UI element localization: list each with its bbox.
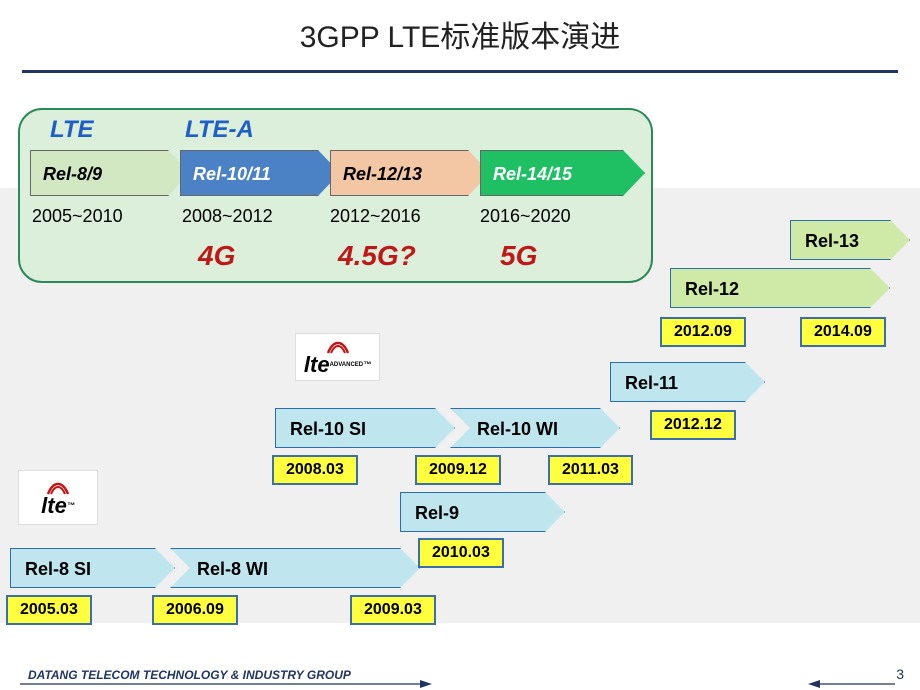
generation-label: 4.5G?	[338, 240, 416, 272]
date-2014-09: 2014.09	[800, 317, 886, 347]
page-title: 3GPP LTE标准版本演进	[0, 0, 920, 56]
page-number: 3	[896, 666, 904, 682]
date-2008-03: 2008.03	[272, 455, 358, 485]
date-2006-09: 2006.09	[152, 595, 238, 625]
chevron-rel-10-11: Rel-10/11	[180, 150, 340, 196]
date-2010-03: 2010.03	[418, 538, 504, 568]
year-range: 2016~2020	[480, 206, 571, 227]
date-2005-03: 2005.03	[6, 595, 92, 625]
date-2012-12: 2012.12	[650, 410, 736, 440]
rel-arrow-rel-9: Rel-9	[400, 492, 565, 532]
rel-arrow-rel-13: Rel-13	[790, 220, 910, 260]
year-range: 2012~2016	[330, 206, 421, 227]
footer: DATANG TELECOM TECHNOLOGY & INDUSTRY GRO…	[0, 656, 920, 690]
year-range: 2008~2012	[182, 206, 273, 227]
heading-lte-a: LTE-A	[185, 116, 254, 144]
heading-lte: LTE	[50, 116, 94, 144]
lte-advanced-logo: lteADVANCED™	[295, 333, 380, 381]
rel-arrow-rel-10-wi: Rel-10 WI	[450, 408, 620, 448]
title-rule	[22, 70, 898, 73]
year-range: 2005~2010	[32, 206, 123, 227]
date-2012-09: 2012.09	[660, 317, 746, 347]
rel-arrow-rel-10-si: Rel-10 SI	[275, 408, 455, 448]
rel-arrow-rel-8-wi: Rel-8 WI	[170, 548, 420, 588]
footer-text: DATANG TELECOM TECHNOLOGY & INDUSTRY GRO…	[28, 668, 351, 682]
rel-arrow-rel-11: Rel-11	[610, 362, 765, 402]
generation-label: 5G	[500, 240, 537, 272]
chevron-rel-12-13: Rel-12/13	[330, 150, 490, 196]
lte-evolution-box: LTE LTE-A Rel-8/9Rel-10/11Rel-12/13Rel-1…	[18, 108, 653, 283]
rel-arrow-rel-8-si: Rel-8 SI	[10, 548, 175, 588]
rel-arrow-rel-12: Rel-12	[670, 268, 890, 308]
chevron-rel-14-15: Rel-14/15	[480, 150, 645, 196]
date-2009-03: 2009.03	[350, 595, 436, 625]
date-2009-12: 2009.12	[415, 455, 501, 485]
lte-logo: lte™	[18, 470, 98, 525]
generation-label: 4G	[198, 240, 235, 272]
chevron-rel-8-9: Rel-8/9	[30, 150, 190, 196]
date-2011-03: 2011.03	[548, 455, 633, 485]
